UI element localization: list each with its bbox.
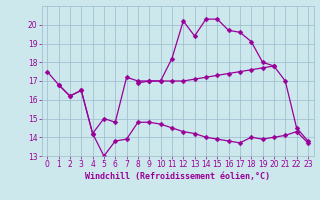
- X-axis label: Windchill (Refroidissement éolien,°C): Windchill (Refroidissement éolien,°C): [85, 172, 270, 181]
